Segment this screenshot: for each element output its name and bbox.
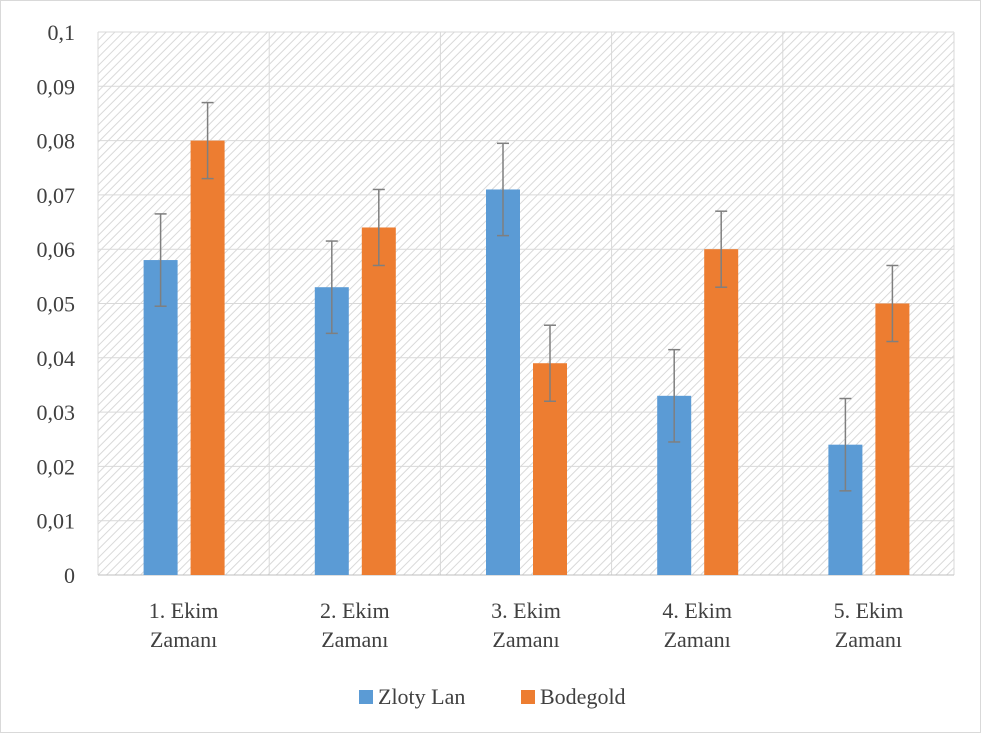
bar-zloty-lan [486,189,520,575]
legend-swatch [521,690,535,704]
legend-label: Bodegold [540,684,626,709]
x-category-label: 3. Ekim [491,598,561,623]
y-tick-label: 0,09 [37,74,76,99]
y-tick-label: 0,07 [37,183,76,208]
x-category-label: Zamanı [321,627,388,652]
legend-swatch [359,690,373,704]
x-category-label: Zamanı [492,627,559,652]
y-tick-label: 0 [64,563,75,588]
y-tick-label: 0,04 [37,346,76,371]
x-category-label: 5. Ekim [834,598,904,623]
y-axis-tick-labels: 0 0,01 0,02 0,03 0,04 0,05 0,06 0,07 0,08 0,09 0,1 [37,20,76,588]
grid-layer [97,31,955,576]
x-category-label: 1. Ekim [149,598,219,623]
x-category-label: Zamanı [150,627,217,652]
y-tick-label: 0,01 [37,509,76,534]
x-category-label: 4. Ekim [662,598,732,623]
error-bar-layer [154,101,899,492]
bar-zloty-lan [314,287,349,575]
legend: Zloty Lan Bodegold [359,684,626,709]
bar-bodegold [361,227,396,576]
x-category-label: Zamanı [664,627,731,652]
y-tick-label: 0,08 [37,129,76,154]
y-tick-label: 0,05 [37,292,76,317]
x-category-label: Zamanı [835,627,902,652]
y-tick-label: 0,06 [37,237,76,262]
bar-bodegold [875,303,910,575]
y-tick-label: 0,03 [37,400,76,425]
x-axis-category-labels: 1. Ekim Zamanı 2. Ekim Zamanı 3. Ekim Zamanı 4… [149,598,903,652]
bar-layer [143,140,910,576]
legend-label: Zloty Lan [378,684,465,709]
x-category-label: 2. Ekim [320,598,390,623]
bar-bodegold [704,249,739,575]
bar-zloty-lan [143,260,178,575]
y-tick-label: 0,02 [37,454,76,479]
y-tick-label: 0,1 [48,20,76,45]
bar-bodegold [190,140,225,575]
